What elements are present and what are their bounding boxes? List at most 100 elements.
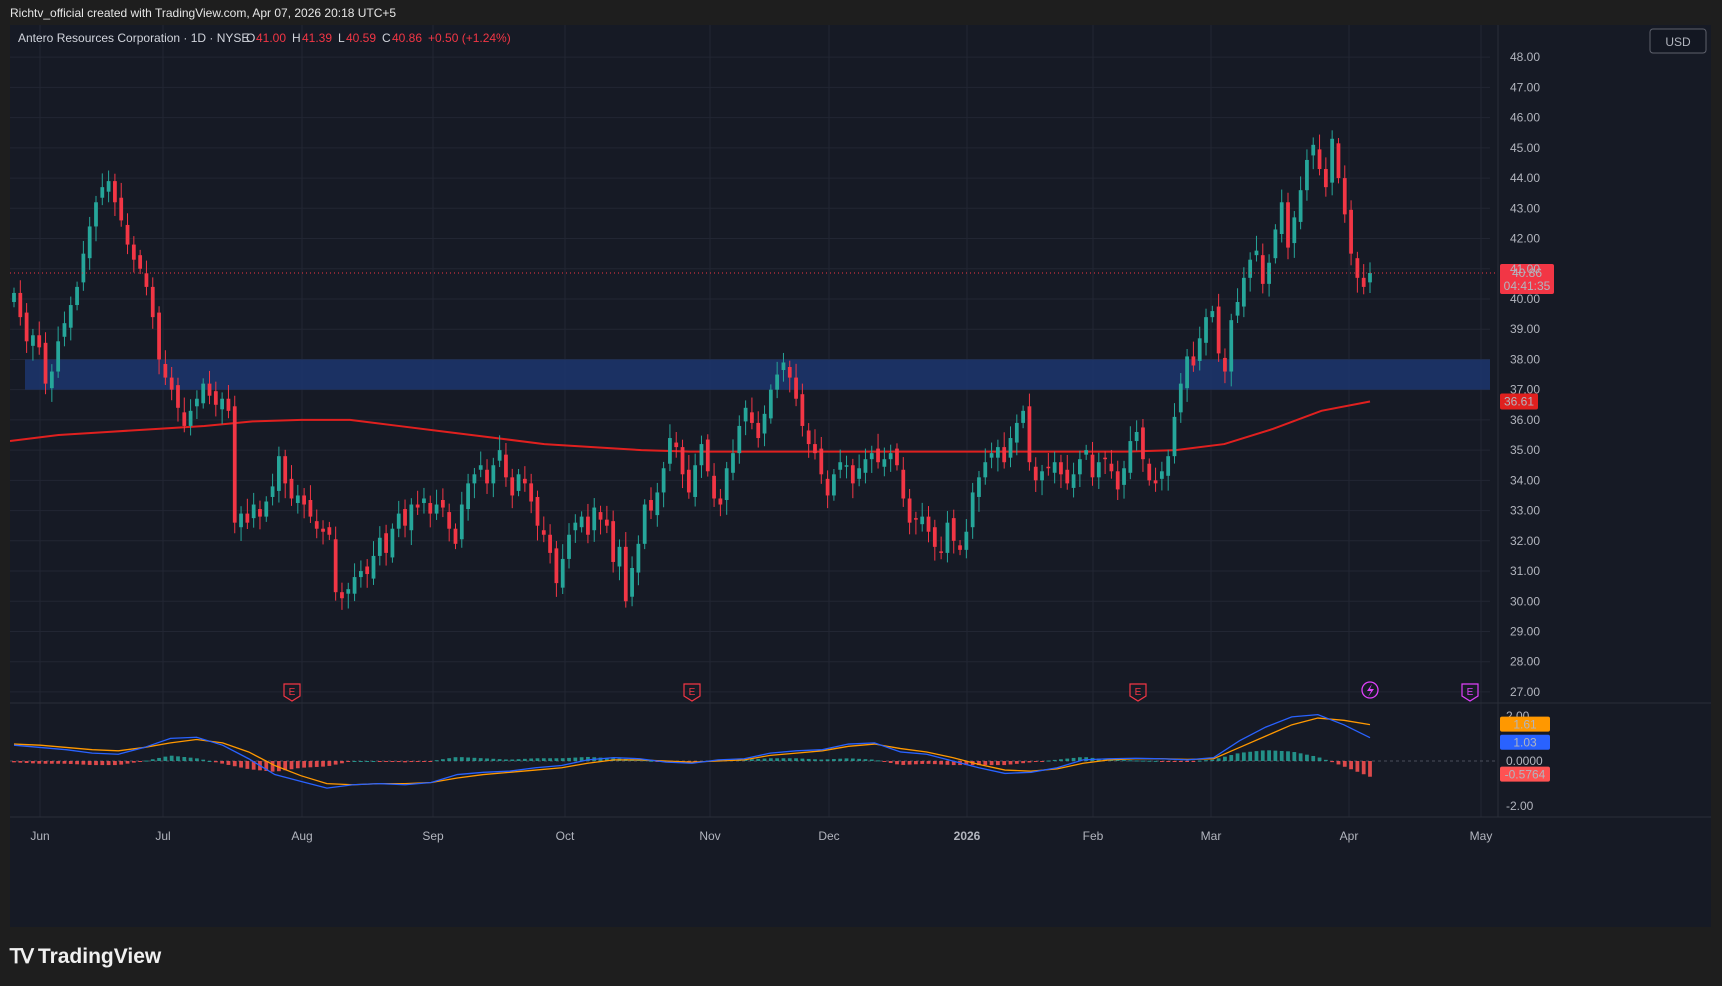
macd-histogram-bar (838, 758, 843, 761)
macd-histogram-bar (188, 757, 193, 761)
candle (485, 459, 489, 494)
candle (1172, 403, 1177, 464)
candle-body (661, 468, 666, 493)
candle (1096, 452, 1101, 489)
candle-body (270, 486, 275, 497)
candle-body (857, 468, 862, 479)
candle (1286, 192, 1290, 260)
macd-histogram-bar (220, 761, 225, 764)
candle (1248, 252, 1253, 292)
candle-body (1223, 357, 1227, 372)
signal-value-tag (1500, 716, 1550, 732)
candle (1317, 134, 1322, 176)
macd-histogram-bar (535, 758, 540, 761)
candle-body (668, 438, 672, 464)
macd-histogram-bar (939, 761, 944, 765)
macd-histogram-bar (106, 761, 111, 766)
candle-body (352, 577, 357, 594)
candle (289, 465, 294, 506)
macd-histogram-bar (270, 761, 275, 772)
candle-body (37, 335, 42, 348)
candle (604, 505, 609, 534)
candle (125, 213, 130, 255)
candle (497, 435, 502, 468)
candle-body (1141, 427, 1145, 460)
candle-body (888, 453, 893, 460)
candle (983, 448, 988, 485)
candle (390, 523, 395, 563)
macd-histogram-bar (522, 758, 527, 761)
candle (1323, 157, 1328, 197)
candle-body (346, 589, 351, 594)
candle-body (1109, 463, 1114, 472)
ma-200-line (10, 400, 1371, 453)
macd-histogram-bar (1241, 752, 1246, 761)
macd-histogram-bar (869, 759, 874, 761)
candle (1204, 308, 1208, 356)
macd-histogram-bar (1122, 760, 1126, 762)
candle-body (49, 371, 54, 389)
candle-body (819, 448, 824, 475)
candle-body (1040, 471, 1044, 481)
macd-histogram-bar (863, 759, 868, 761)
macd-histogram-bar (1040, 761, 1044, 762)
macd-histogram-bar (1178, 761, 1183, 762)
price-tick-label: 37.00 (1510, 383, 1540, 397)
candle (1260, 243, 1265, 294)
candle-body (289, 478, 294, 499)
macd-histogram-bar (819, 759, 824, 761)
candle (1197, 326, 1202, 371)
candle (686, 454, 691, 499)
macd-histogram-bar (1065, 758, 1070, 761)
time-tick-label: Nov (699, 829, 720, 843)
macd-histogram-bar (1021, 761, 1025, 764)
candle (43, 332, 48, 395)
macd-histogram-bar (586, 756, 590, 761)
candle (1267, 254, 1271, 297)
candle (1305, 149, 1309, 201)
candle-body (327, 527, 332, 535)
candle-body (756, 422, 761, 439)
macd-histogram-bar (951, 761, 956, 766)
candle-body (1159, 471, 1164, 479)
earnings-icon (1129, 683, 1147, 702)
candle-body (781, 362, 786, 371)
macd-histogram-bar (554, 758, 559, 761)
candle (1298, 176, 1303, 230)
price-tick-label: 30.00 (1510, 594, 1540, 608)
currency-button[interactable] (1649, 28, 1707, 54)
candle-body (295, 495, 300, 504)
candle (775, 361, 780, 399)
macd-histogram-bar (1279, 750, 1284, 761)
candle (415, 490, 420, 515)
macd-histogram-bar (844, 758, 849, 761)
candle (176, 377, 180, 422)
tradingview-logo[interactable]: ꓔꓦ TradingView (10, 944, 161, 969)
candle (359, 560, 363, 588)
candle (150, 277, 155, 329)
macd-histogram-bar (346, 761, 351, 762)
macd-histogram-bar (277, 761, 281, 772)
candle-body (283, 456, 288, 484)
symbol-line[interactable]: Antero Resources Corporation · 1D · NYSE (18, 31, 249, 45)
macd-histogram-bar (113, 761, 117, 766)
macd-histogram-bar (926, 761, 931, 764)
macd-histogram-bar (239, 761, 243, 768)
macd-histogram-bar (1216, 758, 1221, 761)
candle-body (371, 555, 376, 579)
candle (1040, 464, 1044, 496)
candle (573, 514, 578, 543)
candle-body (1298, 190, 1303, 222)
time-tick-label: Jul (155, 829, 170, 843)
macd-histogram-bar (775, 758, 780, 761)
price-tick-label: 39.00 (1510, 322, 1540, 336)
candle (466, 473, 470, 521)
candle (251, 492, 256, 528)
candle-body (724, 468, 729, 500)
candle-body (1172, 416, 1177, 457)
macd-histogram-bar (516, 759, 521, 761)
candle (996, 439, 1000, 472)
macd-histogram-bar (1336, 761, 1341, 765)
